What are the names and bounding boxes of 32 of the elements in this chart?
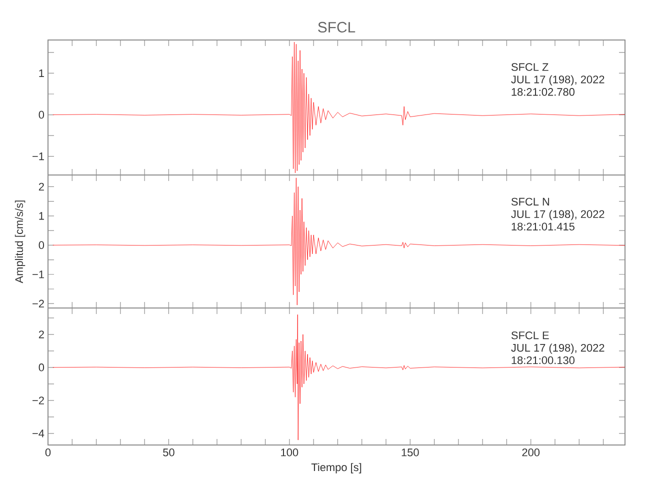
x-tick-label: 50 bbox=[163, 448, 174, 456]
annotation: SFCL E bbox=[511, 331, 549, 340]
chart-title: SFCL bbox=[318, 22, 356, 32]
y-tick-label: −1 bbox=[32, 270, 44, 278]
y-tick-label: 2 bbox=[38, 330, 44, 338]
y-tick-label: −1 bbox=[32, 152, 44, 160]
line-series bbox=[52, 178, 626, 306]
y-tick-label: −2 bbox=[32, 396, 44, 404]
y-tick-label: 1 bbox=[39, 69, 44, 77]
y-tick-label: −4 bbox=[32, 430, 44, 438]
y-axis-title: Amplitud [cm/s/s] bbox=[14, 200, 26, 284]
y-tick-label: 2 bbox=[38, 182, 44, 191]
annotation: SFCL N bbox=[511, 198, 550, 206]
annotation: JUL 17 (198), 2022 bbox=[511, 344, 604, 354]
x-tick-label: 150 bbox=[402, 448, 419, 456]
y-tick-label: 0 bbox=[38, 110, 44, 119]
y-tick-label: −2 bbox=[32, 300, 44, 308]
annotation: 18:21:02.780 bbox=[512, 88, 574, 96]
annotation: JUL 17 (198), 2022 bbox=[511, 210, 604, 220]
annotation: 18:21:01.415 bbox=[512, 222, 574, 230]
line-series bbox=[52, 314, 626, 440]
y-tick-label: 0 bbox=[38, 241, 44, 250]
y-tick-label: 1 bbox=[39, 212, 44, 220]
annotation: SFCL Z bbox=[511, 63, 548, 71]
annotation: 18:21:00.130 bbox=[512, 356, 574, 364]
x-tick-label: 0 bbox=[45, 448, 51, 456]
x-axis-title: Tiempo [s] bbox=[311, 463, 362, 474]
annotation: JUL 17 (198), 2022 bbox=[511, 75, 604, 86]
x-tick-label: 100 bbox=[281, 448, 298, 456]
line-series bbox=[52, 42, 626, 174]
x-tick-label: 200 bbox=[522, 448, 540, 456]
y-tick-label: 0 bbox=[38, 364, 44, 372]
